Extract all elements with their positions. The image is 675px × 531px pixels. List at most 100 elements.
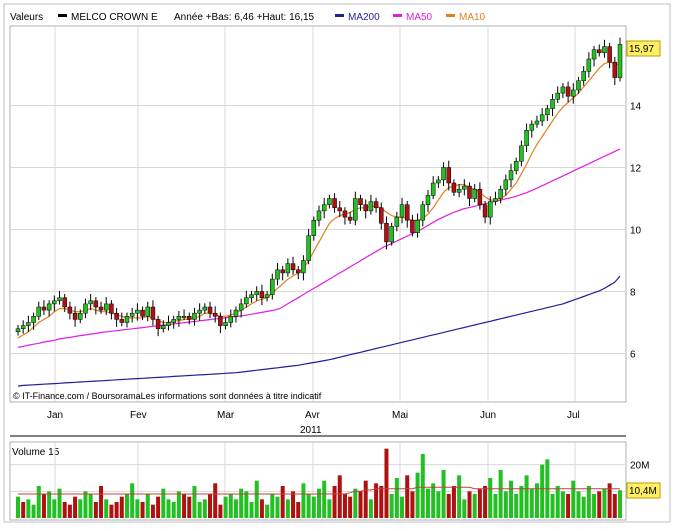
volume-bar	[119, 496, 124, 518]
volume-bar	[509, 480, 514, 518]
volume-bar	[57, 488, 62, 518]
candle-body	[581, 71, 586, 81]
volume-bar	[67, 504, 72, 518]
volume-bar	[618, 490, 622, 518]
volume-bar	[514, 494, 519, 518]
candle-body	[301, 260, 306, 274]
volume-bar	[254, 480, 259, 518]
volume-bar	[109, 504, 114, 518]
candle-body	[607, 46, 612, 63]
volume-moving-average	[18, 486, 620, 495]
candle-body	[228, 316, 234, 323]
volume-bar	[368, 499, 373, 518]
candle-body	[93, 300, 99, 308]
series-line-ma50	[17, 148, 621, 348]
candle-body	[368, 201, 374, 212]
volume-bar	[529, 488, 534, 518]
month-tick-label: Jan	[47, 410, 63, 421]
credit-text: © IT-Finance.com / BoursoramaLes informa…	[13, 391, 322, 401]
volume-bar	[150, 504, 155, 518]
volume-bar	[410, 491, 415, 518]
volume-bar	[36, 486, 41, 518]
candlesticks	[15, 37, 623, 337]
volume-bar	[145, 494, 150, 518]
candle-body	[602, 46, 607, 54]
volume-bar	[176, 491, 181, 518]
legend-ma50-swatch	[393, 14, 402, 17]
candle-body	[218, 316, 223, 326]
volume-bar	[358, 491, 363, 518]
svg-text:10,4M: 10,4M	[629, 486, 657, 497]
candle-body	[565, 86, 571, 97]
volume-bar	[249, 502, 254, 518]
candle-body	[202, 306, 208, 311]
volume-bar	[202, 499, 207, 518]
month-tick-label: Mar	[217, 410, 235, 421]
candle-body	[332, 198, 337, 209]
candle-body	[150, 306, 156, 320]
volume-bar	[524, 475, 529, 518]
candle-body	[88, 300, 93, 305]
month-tick-label: Fev	[130, 410, 147, 421]
candle-body	[612, 61, 618, 78]
volume-bar	[405, 475, 410, 518]
candle-body	[67, 306, 73, 314]
candle-body	[441, 167, 446, 181]
volume-bar	[301, 483, 306, 518]
volume-bar	[451, 486, 456, 518]
candle-body	[72, 312, 78, 320]
candle-body	[467, 185, 472, 199]
candle-body	[482, 204, 488, 218]
volume-bar	[317, 488, 321, 518]
volume-bar	[259, 499, 264, 518]
candle-body	[321, 204, 327, 212]
volume-bar	[192, 486, 197, 518]
candle-body	[20, 325, 26, 329]
candle-body	[254, 291, 259, 295]
candle-body	[358, 198, 363, 205]
volume-bar	[488, 478, 493, 518]
candle-body	[596, 49, 602, 54]
candle-body	[493, 198, 498, 202]
legend-valeurs-label: Valeurs	[10, 12, 43, 23]
volume-bar	[182, 494, 187, 518]
candle-body	[430, 182, 436, 196]
volume-bar	[265, 504, 270, 518]
volume-bar	[130, 483, 135, 518]
candle-body	[62, 297, 67, 308]
legend-main-name: MELCO CROWN E	[71, 12, 158, 23]
legend-ma200-swatch	[335, 14, 344, 17]
candle-body	[31, 316, 36, 323]
candle-body	[389, 226, 394, 243]
candle-body	[15, 328, 21, 333]
volume-y-axis: 20M	[630, 461, 649, 472]
series-line-ma200	[17, 275, 621, 387]
candle-body	[270, 278, 275, 295]
volume-bar	[503, 491, 508, 518]
candle-body	[410, 219, 415, 233]
volume-bar	[576, 491, 581, 518]
volume-bar	[275, 496, 280, 518]
candle-body	[124, 316, 130, 323]
candle-body	[98, 306, 104, 311]
candle-body	[52, 300, 57, 305]
candle-body	[181, 316, 187, 319]
volume-bar	[586, 486, 591, 518]
candle-body	[46, 303, 52, 311]
volume-bar	[348, 496, 353, 518]
volume-bar	[218, 504, 223, 518]
candle-body	[290, 263, 296, 271]
volume-bar	[166, 499, 171, 518]
candle-body	[591, 49, 597, 60]
volume-title: Volume 15	[12, 447, 60, 458]
volume-bar	[78, 499, 83, 518]
candle-body	[285, 263, 291, 274]
volume-bar	[384, 448, 389, 518]
candle-body	[36, 306, 42, 317]
volume-bar	[363, 480, 368, 518]
candle-body	[192, 312, 197, 320]
candle-body	[212, 312, 218, 317]
year-label: 2011	[300, 425, 322, 436]
volume-bar	[270, 494, 275, 518]
candle-body	[342, 210, 348, 218]
